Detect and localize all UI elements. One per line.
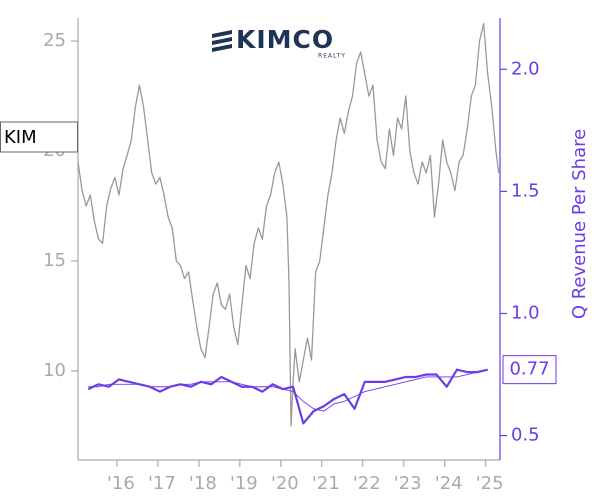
series-line bbox=[77, 22, 500, 427]
x-tick-label: '17 bbox=[148, 473, 176, 494]
y2-tick-label: 1.0 bbox=[511, 302, 540, 323]
logo-tagline: REALTY bbox=[318, 53, 346, 60]
name-box bbox=[0, 121, 78, 153]
y-tick-label: 10 bbox=[43, 360, 66, 381]
x-tick-label: '25 bbox=[476, 473, 504, 494]
y-tick-label: 25 bbox=[43, 30, 66, 51]
y2-tick-label: 1.5 bbox=[511, 180, 540, 201]
value-box bbox=[502, 355, 557, 385]
x-tick-label: '22 bbox=[353, 473, 381, 494]
x-tick-label: '24 bbox=[435, 473, 463, 494]
x-tick-label: '16 bbox=[107, 473, 135, 494]
name-label: KIM bbox=[4, 127, 37, 148]
y2-tick-label: 0.5 bbox=[511, 425, 540, 446]
series-line bbox=[87, 368, 488, 425]
logo: KIMCO REALTY bbox=[212, 25, 346, 60]
y2-tick-label: 2.0 bbox=[511, 58, 540, 79]
x-tick-label: '21 bbox=[312, 473, 340, 494]
x-tick-label: '20 bbox=[271, 473, 299, 494]
logo-icon bbox=[212, 30, 232, 52]
x-tick-label: '23 bbox=[394, 473, 422, 494]
x-tick-label: '18 bbox=[189, 473, 217, 494]
y2-axis-title: Q Revenue Per Share bbox=[569, 129, 590, 319]
value-label: 0.77 bbox=[509, 359, 549, 380]
x-tick-label: '19 bbox=[230, 473, 258, 494]
y-tick-label: 15 bbox=[43, 250, 66, 271]
logo-name: KIMCO bbox=[236, 25, 334, 54]
series-line bbox=[88, 369, 488, 412]
